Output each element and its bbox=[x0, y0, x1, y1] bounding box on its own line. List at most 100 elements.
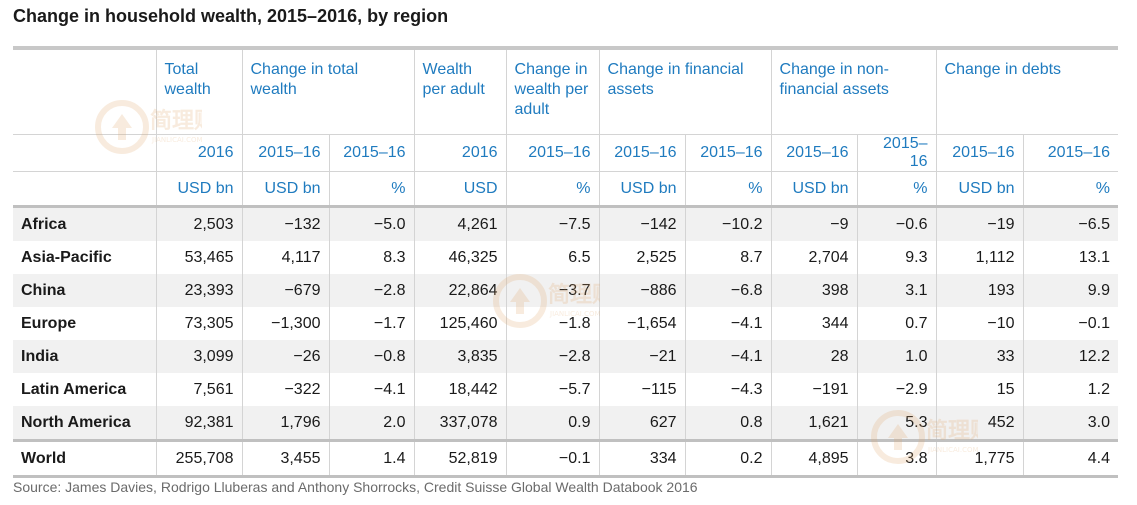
table-cell: −4.3 bbox=[684, 373, 772, 406]
table-cell: 28 bbox=[770, 340, 858, 373]
table-cell: 3.1 bbox=[856, 274, 937, 307]
table-cell: 0.8 bbox=[684, 406, 772, 441]
column-year-header: 2015–16 bbox=[935, 134, 1024, 172]
table-cell: 46,325 bbox=[413, 241, 507, 274]
table-cell: 3,455 bbox=[241, 439, 329, 478]
table-cell: 344 bbox=[770, 307, 858, 340]
table-cell: −1.8 bbox=[505, 307, 600, 340]
column-unit-header bbox=[13, 171, 156, 208]
table-cell: 4,261 bbox=[413, 206, 507, 241]
table-cell: 1.2 bbox=[1022, 373, 1119, 406]
table-cell: 334 bbox=[598, 439, 686, 478]
table-cell: 1,775 bbox=[935, 439, 1024, 478]
table-cell: −4.1 bbox=[328, 373, 415, 406]
column-group-header: Change in debts bbox=[935, 50, 1119, 135]
table-cell: 193 bbox=[935, 274, 1024, 307]
table-cell: −1,300 bbox=[241, 307, 329, 340]
column-unit-header: USD bn bbox=[155, 171, 242, 208]
column-year-header: 2015–16 bbox=[684, 134, 772, 172]
table-cell: 22,864 bbox=[413, 274, 507, 307]
table-cell: 5.3 bbox=[856, 406, 937, 441]
region-label: North America bbox=[13, 406, 156, 441]
column-group-header bbox=[13, 50, 156, 135]
column-group-header: Change in total wealth bbox=[241, 50, 415, 135]
table-cell: 1,621 bbox=[770, 406, 858, 441]
table-cell: −10 bbox=[935, 307, 1024, 340]
table-cell: 0.9 bbox=[505, 406, 600, 441]
column-year-header: 2015–16 bbox=[505, 134, 600, 172]
region-label: Africa bbox=[13, 206, 156, 241]
column-group-header: Change in non-financial assets bbox=[770, 50, 937, 135]
table-cell: 2,704 bbox=[770, 241, 858, 274]
table-cell: 2.0 bbox=[328, 406, 415, 441]
table-cell: 2,525 bbox=[598, 241, 686, 274]
table-cell: −2.8 bbox=[505, 340, 600, 373]
table-cell: −132 bbox=[241, 206, 329, 241]
table-cell: 2,503 bbox=[155, 206, 242, 241]
column-year-header: 2015–16 bbox=[1022, 134, 1119, 172]
column-group-header: Change in wealth per adult bbox=[505, 50, 600, 135]
column-unit-header: USD bn bbox=[241, 171, 329, 208]
table-cell: −0.1 bbox=[1022, 307, 1119, 340]
wealth-table-container: Total wealth Change in total wealth Wealth… bbox=[13, 46, 1119, 478]
table-cell: −115 bbox=[598, 373, 686, 406]
table-cell: 4,117 bbox=[241, 241, 329, 274]
table-cell: 18,442 bbox=[413, 373, 507, 406]
table-cell: −679 bbox=[241, 274, 329, 307]
column-unit-header: USD bn bbox=[935, 171, 1024, 208]
table-cell: −322 bbox=[241, 373, 329, 406]
table-cell: 255,708 bbox=[155, 439, 242, 478]
table-cell: −9 bbox=[770, 206, 858, 241]
column-year-header: 2016 bbox=[413, 134, 507, 172]
table-cell: 1,112 bbox=[935, 241, 1024, 274]
table-cell: 0.2 bbox=[684, 439, 772, 478]
table-cell: 337,078 bbox=[413, 406, 507, 441]
table-cell: 627 bbox=[598, 406, 686, 441]
table-cell: 3,835 bbox=[413, 340, 507, 373]
table-cell: 73,305 bbox=[155, 307, 242, 340]
table-cell: 53,465 bbox=[155, 241, 242, 274]
table-cell: 4,895 bbox=[770, 439, 858, 478]
table-cell: −4.1 bbox=[684, 307, 772, 340]
table-cell: −19 bbox=[935, 206, 1024, 241]
column-unit-header: USD bn bbox=[770, 171, 858, 208]
table-title: Change in household wealth, 2015–2016, b… bbox=[13, 6, 449, 26]
table-row: Africa 2,503 −132 −5.0 4,261 −7.5 −142 −10.2 −9−… bbox=[13, 206, 1119, 241]
table-cell: 3.8 bbox=[856, 439, 937, 478]
column-group-header: Total wealth bbox=[155, 50, 242, 135]
header-year-row: 2016 2015–16 2015–16 2016 2015–16 2015–16 2015… bbox=[13, 134, 1119, 172]
table-body: Africa 2,503 −132 −5.0 4,261 −7.5 −142 −10.2 −9−… bbox=[13, 206, 1119, 478]
table-cell: 6.5 bbox=[505, 241, 600, 274]
table-row: China 23,393 −679 −2.8 22,864 −3.7 −886 −6.8 398… bbox=[13, 274, 1119, 307]
table-row: India 3,099 −26 −0.8 3,835 −2.8 −21 −4.1 28 1.0 33… bbox=[13, 340, 1119, 373]
table-cell: −4.1 bbox=[684, 340, 772, 373]
table-cell: 4.4 bbox=[1022, 439, 1119, 478]
column-year-header: 2015–16 bbox=[328, 134, 415, 172]
table-cell: −2.8 bbox=[328, 274, 415, 307]
column-unit-header: % bbox=[328, 171, 415, 208]
table-cell: 12.2 bbox=[1022, 340, 1119, 373]
column-year-header: 2015–16 bbox=[770, 134, 858, 172]
region-label: China bbox=[13, 274, 156, 307]
region-label: Europe bbox=[21, 314, 77, 332]
table-cell: 13.1 bbox=[1022, 241, 1119, 274]
table-cell: 23,393 bbox=[155, 274, 242, 307]
wealth-table: Total wealth Change in total wealth Wealth… bbox=[13, 50, 1119, 478]
table-cell: 3,099 bbox=[155, 340, 242, 373]
column-year-header: 2015–16 bbox=[856, 134, 937, 172]
table-cell: 7,561 bbox=[155, 373, 242, 406]
table-cell: 398 bbox=[770, 274, 858, 307]
table-cell: 1.0 bbox=[856, 340, 937, 373]
table-cell: −3.7 bbox=[505, 274, 600, 307]
table-cell: −142 bbox=[598, 206, 686, 241]
column-year-header bbox=[13, 134, 156, 172]
header-group-row: Total wealth Change in total wealth Wealth… bbox=[13, 50, 1119, 135]
table-cell: −2.9 bbox=[856, 373, 937, 406]
column-unit-header: USD bbox=[413, 171, 507, 208]
table-cell: −26 bbox=[241, 340, 329, 373]
table-cell: 1,796 bbox=[241, 406, 329, 441]
header-unit-row: USD bn USD bn% USD% USD bn% USD bn% USD bn% bbox=[13, 171, 1119, 208]
region-label: India bbox=[13, 340, 156, 373]
table-cell: 33 bbox=[935, 340, 1024, 373]
column-year-header: 2015–16 bbox=[241, 134, 329, 172]
